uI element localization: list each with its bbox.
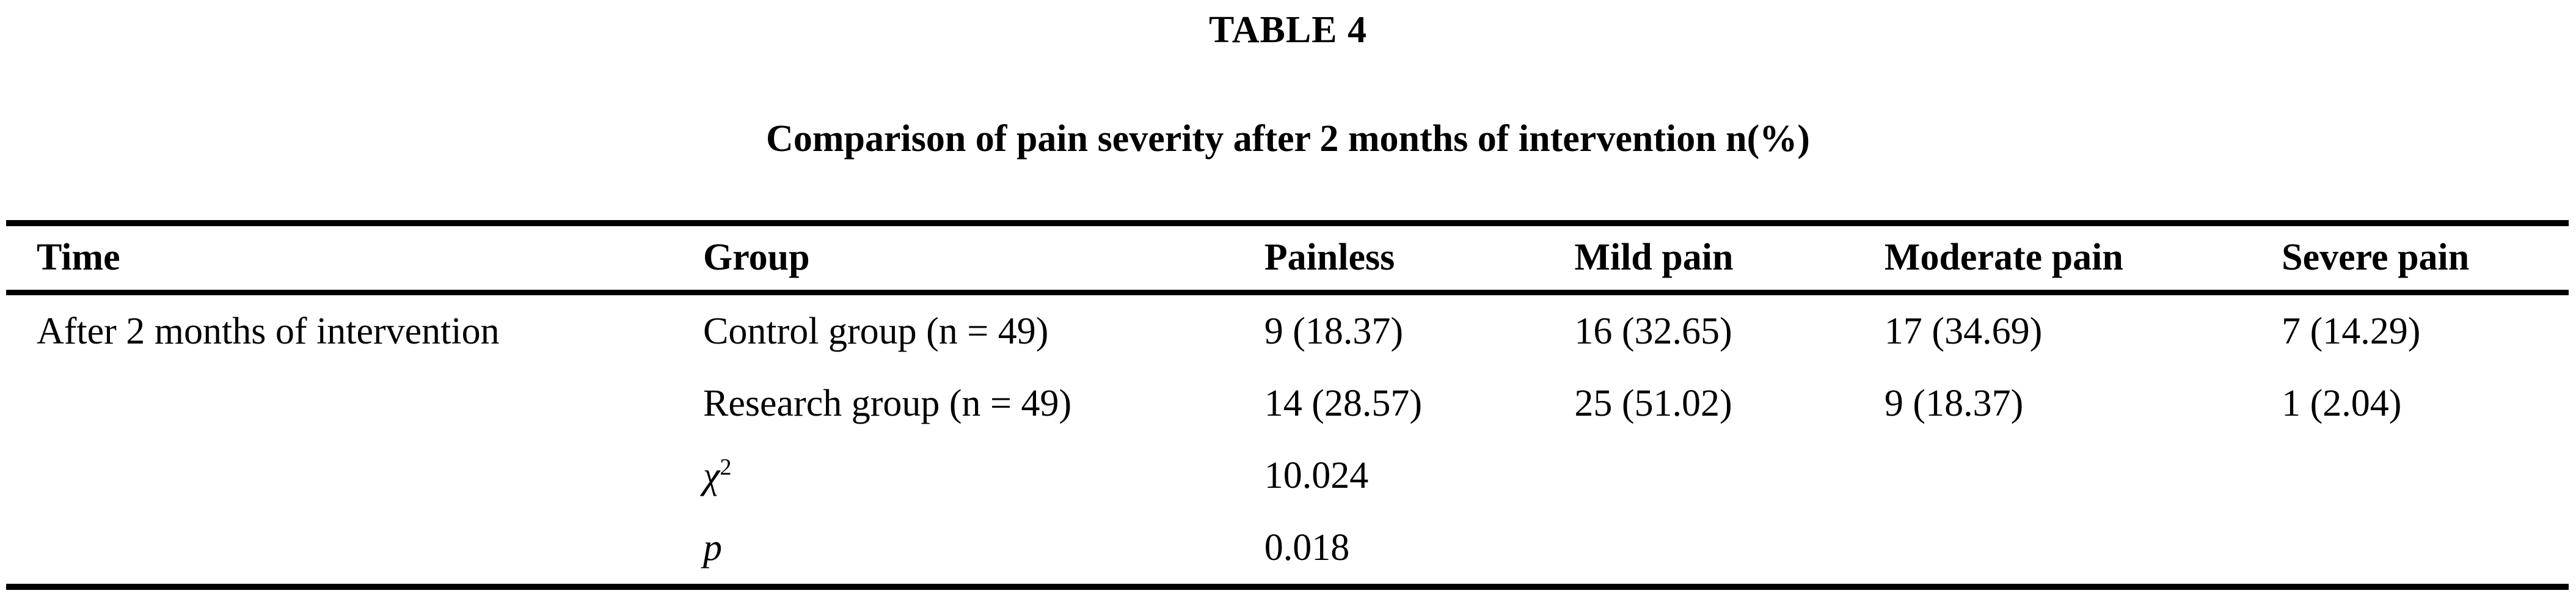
col-header-moderate-pain: Moderate pain [1884,223,2282,295]
painless-cell: 9 (18.37) [1264,311,1404,352]
pain-severity-table: Time Group Painless Mild pain Moderate p… [6,220,2569,590]
chi-exponent: 2 [720,454,732,480]
p-symbol: p [703,527,723,568]
p-label-cell: p [703,512,1264,587]
mild-pain-cell: 25 (51.02) [1574,383,1732,424]
moderate-pain-cell [1885,440,2282,512]
group-cell: Research group (n = 49) [703,383,1072,424]
painless-cell: 14 (28.57) [1264,383,1423,424]
group-cell: Control group (n = 49) [703,311,1049,352]
col-header-time: Time [6,223,704,295]
col-header-mild-pain: Mild pain [1574,223,1885,295]
col-header-severe-pain: Severe pain [2282,223,2569,295]
moderate-pain-cell: 17 (34.69) [1884,311,2043,352]
table-caption: Comparison of pain severity after 2 mont… [766,118,1810,160]
col-header-painless: Painless [1264,223,1575,295]
moderate-pain-cell: 9 (18.37) [1884,383,2024,424]
table-row-p-value: p 0.018 [6,512,2569,587]
severe-pain-cell: 7 (14.29) [2282,311,2421,352]
header-row: Time Group Painless Mild pain Moderate p… [6,223,2569,295]
table-row-chi-square: χ2 10.024 [6,440,2569,512]
time-cell [6,367,703,440]
mild-pain-cell: 16 (32.65) [1574,311,1732,352]
time-cell: After 2 months of intervention [37,311,500,352]
chi-square-label-cell: χ2 [703,440,1264,512]
p-value-cell: 0.018 [1264,527,1350,568]
mild-pain-cell [1574,440,1885,512]
severe-pain-cell [2282,440,2569,512]
table-number-title: TABLE 4 [1208,9,1368,51]
severe-pain-cell [2282,512,2569,587]
time-cell [6,512,703,587]
moderate-pain-cell [1885,512,2282,587]
severe-pain-cell: 1 (2.04) [2282,383,2402,424]
table-row-research-group: Research group (n = 49) 14 (28.57) 25 (5… [6,367,2569,440]
mild-pain-cell [1574,512,1885,587]
table-row-control-group: After 2 months of intervention Control g… [6,293,2569,368]
chi-symbol: χ [703,455,720,496]
col-header-group: Group [703,223,1264,295]
chi-square-value-cell: 10.024 [1264,455,1369,496]
time-cell [6,440,703,512]
